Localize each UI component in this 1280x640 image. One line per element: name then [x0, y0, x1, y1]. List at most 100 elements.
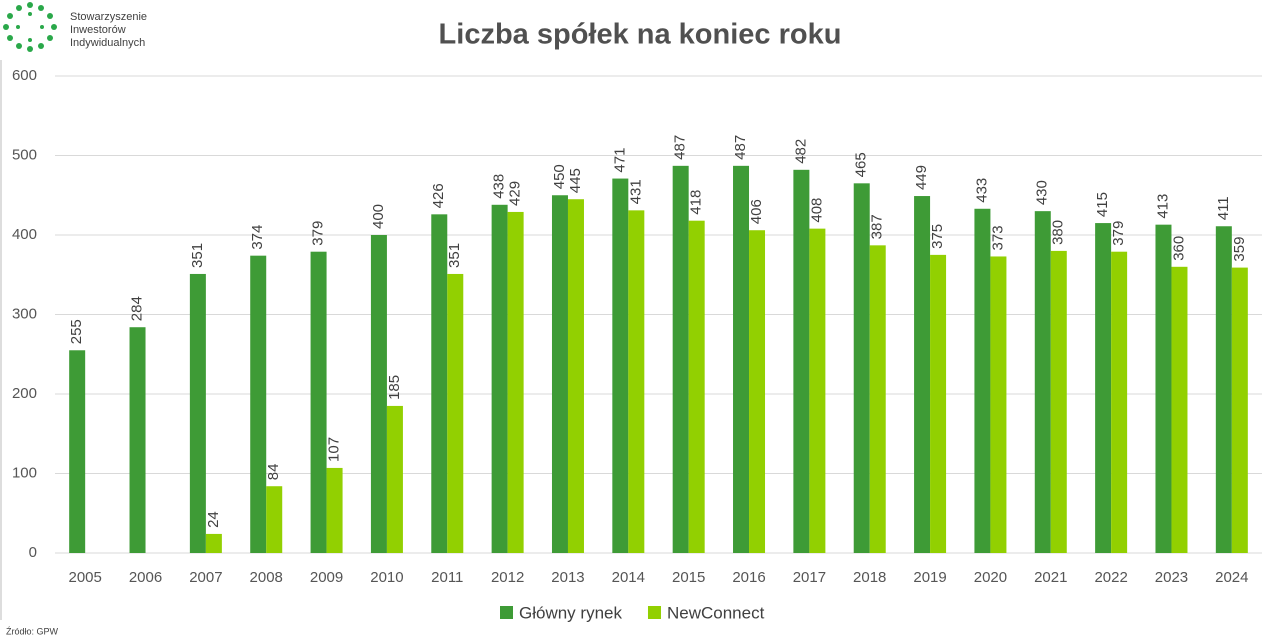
bar: [612, 178, 629, 553]
x-tick-label: 2023: [1155, 569, 1188, 586]
bar: [431, 214, 448, 553]
bar: [853, 183, 870, 553]
x-tick-label: 2020: [974, 569, 1007, 586]
value-label: 487: [672, 135, 689, 160]
bar: [1111, 251, 1128, 553]
bar: [749, 230, 766, 554]
bar: [386, 405, 403, 553]
bar: [628, 210, 645, 554]
value-label: 445: [567, 168, 584, 193]
x-tick-label: 2011: [431, 569, 463, 586]
bar: [1155, 224, 1172, 554]
bar: [370, 235, 387, 553]
y-tick-label: 100: [12, 464, 37, 481]
bar: [1095, 223, 1112, 553]
x-tick-label: 2017: [793, 569, 826, 586]
bar: [1050, 250, 1067, 553]
x-tick-label: 2006: [129, 569, 162, 586]
x-tick-label: 2010: [370, 569, 403, 586]
logo-text: Stowarzyszenie: [70, 11, 147, 23]
bar: [1034, 211, 1051, 553]
logo: [3, 2, 57, 52]
bar: [551, 195, 568, 553]
legend-label: NewConnect: [667, 603, 765, 622]
logo-text: Inwestorów: [70, 24, 126, 36]
source: Źródło: GPW: [6, 626, 59, 636]
value-label: 379: [1110, 221, 1127, 246]
bar: [310, 251, 327, 553]
bar: [205, 533, 222, 553]
bar: [491, 204, 508, 554]
bar: [567, 199, 584, 553]
x-tick-label: 2013: [551, 569, 584, 586]
value-label: 482: [792, 139, 809, 164]
legend-swatch: [647, 606, 661, 619]
chart-title: Liczba spółek na koniec roku: [439, 19, 842, 51]
bar: [189, 273, 206, 553]
x-tick-label: 2016: [732, 569, 765, 586]
x-tick-label: 2018: [853, 569, 886, 586]
value-label: 185: [386, 375, 403, 400]
x-tick-label: 2015: [672, 569, 705, 586]
value-label: 359: [1231, 237, 1248, 262]
legend-swatch: [500, 606, 513, 619]
bar: [1215, 226, 1232, 553]
bar: [809, 228, 826, 553]
bar: [447, 273, 464, 553]
value-label: 429: [507, 181, 524, 206]
x-tick-label: 2019: [913, 569, 946, 586]
value-label: 351: [446, 243, 463, 268]
bar: [129, 327, 146, 553]
value-label: 487: [732, 135, 749, 160]
bar: [672, 165, 689, 553]
value-label: 400: [370, 204, 387, 229]
x-tick-label: 2012: [491, 569, 524, 586]
bar: [869, 245, 886, 553]
y-tick-label: 0: [29, 544, 37, 561]
y-tick-label: 500: [12, 146, 37, 163]
y-tick-label: 300: [12, 305, 37, 322]
value-label: 360: [1170, 236, 1187, 261]
value-label: 380: [1050, 220, 1067, 245]
value-label: 24: [205, 511, 222, 528]
value-label: 450: [551, 164, 568, 189]
bar: [793, 169, 810, 553]
bar: [688, 220, 705, 553]
value-label: 411: [1215, 196, 1232, 220]
value-label: 418: [688, 190, 705, 215]
value-label: 84: [265, 464, 282, 481]
bar: [733, 165, 750, 553]
value-label: 431: [627, 179, 644, 204]
value-label: 255: [68, 319, 85, 344]
value-label: 107: [326, 437, 343, 462]
value-label: 351: [189, 243, 206, 268]
x-tick-label: 2021: [1034, 569, 1067, 586]
value-label: 449: [913, 165, 930, 190]
value-label: 471: [611, 148, 628, 173]
value-label: 408: [808, 198, 825, 223]
y-tick-label: 400: [12, 226, 37, 243]
x-tick-label: 2014: [612, 569, 645, 586]
value-label: 438: [491, 174, 508, 199]
x-tick-label: 2007: [189, 569, 222, 586]
bar: [326, 467, 343, 553]
bar: [1171, 266, 1188, 553]
x-tick-label: 2005: [68, 569, 101, 586]
bar: [974, 208, 991, 553]
legend-label: Główny rynek: [519, 603, 622, 622]
x-tick-label: 2022: [1094, 569, 1127, 586]
value-label: 415: [1094, 192, 1111, 217]
value-label: 406: [748, 199, 765, 224]
value-label: 375: [929, 224, 946, 249]
value-label: 413: [1154, 194, 1171, 219]
y-tick-label: 200: [12, 385, 37, 402]
y-tick-label: 600: [12, 67, 37, 84]
bar: [69, 350, 86, 553]
bar: [914, 196, 931, 554]
value-label: 284: [128, 296, 145, 321]
value-label: 430: [1034, 180, 1051, 205]
bar: [266, 486, 283, 553]
value-label: 387: [869, 214, 886, 239]
bar: [930, 254, 947, 553]
